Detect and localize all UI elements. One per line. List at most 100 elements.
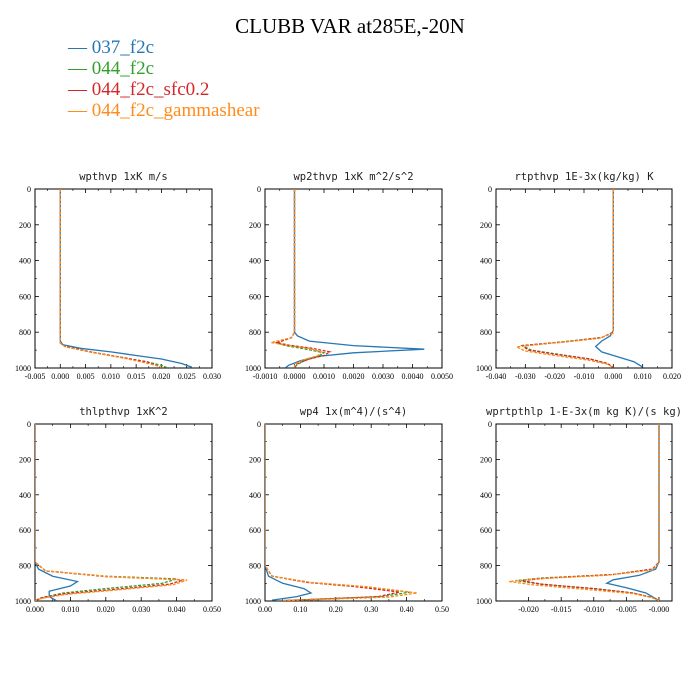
y-tick-label: 600 (480, 292, 492, 301)
legend-swatch: — (68, 37, 92, 58)
y-tick-label: 800 (480, 328, 492, 337)
y-tick-label: 1000 (476, 364, 492, 373)
x-tick-label: 0.0050 (431, 372, 453, 381)
series-line-044-f2c-sfc0-2 (521, 424, 660, 601)
x-tick-label: 0.030 (203, 372, 221, 381)
legend-entry-044-f2c: — 044_f2c (68, 58, 260, 79)
x-tick-label: 0.010 (61, 605, 79, 614)
y-tick-label: 1000 (245, 364, 261, 373)
y-tick-label: 400 (249, 257, 261, 266)
series-line-044-f2c-gammashear (59, 189, 162, 368)
x-tick-label: 0.000 (51, 372, 69, 381)
x-tick-label: 0.000 (604, 372, 622, 381)
y-tick-label: 400 (249, 491, 261, 500)
x-tick-label: 0.025 (178, 372, 196, 381)
y-tick-label: 200 (19, 221, 31, 230)
legend-label: 044_f2c (91, 58, 155, 79)
y-tick-label: 800 (249, 328, 261, 337)
plot-frame (264, 423, 443, 602)
x-tick-label: 0.015 (127, 372, 145, 381)
x-tick-label: -0.020 (544, 372, 565, 381)
x-tick-label: 0.010 (634, 372, 652, 381)
y-tick-label: 1000 (15, 364, 31, 373)
series-line-044-f2c-sfc0-2 (35, 424, 184, 601)
panel-title: thlpthvp 1xK^2 (79, 406, 168, 418)
y-tick-label: 0 (257, 185, 261, 194)
x-tick-label: 0.020 (663, 372, 681, 381)
y-tick-label: 200 (480, 221, 492, 230)
panel-title: wprtpthlp 1-E-3x(m kg K)/(s kg) (486, 406, 682, 418)
x-tick-label: 0.030 (132, 605, 150, 614)
x-tick-label: -0.040 (486, 372, 507, 381)
y-tick-label: 800 (249, 562, 261, 571)
y-tick-label: 200 (480, 455, 492, 464)
x-tick-label: -0.000 (649, 605, 670, 614)
x-tick-label: -0.015 (551, 605, 572, 614)
legend-entry-037-f2c: — 037_f2c (68, 37, 260, 58)
series-line-044-f2c-gammashear (514, 189, 614, 368)
y-tick-label: 400 (19, 491, 31, 500)
series-line-044-f2c (35, 424, 177, 601)
y-tick-label: 600 (19, 526, 31, 535)
x-tick-label: 0.000 (26, 605, 44, 614)
legend: — 037_f2c — 044_f2c — 044_f2c_sfc0.2 — 0… (68, 37, 260, 121)
x-tick-label: -0.0010 (253, 372, 278, 381)
y-tick-label: 1000 (15, 597, 31, 606)
x-tick-label: 0.0010 (313, 372, 335, 381)
panel-3: rtpthvp 1E-3x(kg/kg) K02004006008001000-… (476, 171, 681, 381)
x-tick-label: -0.010 (574, 372, 595, 381)
x-tick-label: -0.020 (518, 605, 539, 614)
series-line-044-f2c-sfc0-2 (274, 189, 332, 368)
x-tick-label: 0.0040 (402, 372, 424, 381)
y-tick-label: 600 (249, 526, 261, 535)
x-tick-label: -0.005 (616, 605, 637, 614)
y-tick-label: 400 (480, 257, 492, 266)
y-tick-label: 0 (27, 420, 31, 429)
legend-entry-044-f2c-sfc02: — 044_f2c_sfc0.2 (68, 79, 260, 100)
series-line-044-f2c (265, 424, 411, 601)
series-line-044-f2c-gammashear (508, 424, 660, 601)
series-line-037-f2c (265, 424, 313, 601)
series-line-037-f2c (59, 189, 193, 368)
panel-6: wprtpthlp 1-E-3x(m kg K)/(s kg) 0 200 400 60… (476, 406, 682, 614)
panel-title: wp2thvp 1xK m^2/s^2 (293, 171, 413, 183)
x-tick-label: 0.040 (168, 605, 186, 614)
y-tick-label: 0 (257, 420, 261, 429)
x-tick-label: 0.10 (293, 605, 307, 614)
plot-frame (495, 188, 673, 369)
series-line-037-f2c (35, 424, 80, 601)
x-tick-label: 0.30 (364, 605, 378, 614)
y-tick-label: 0 (488, 185, 492, 194)
panel-title: rtpthvp 1E-3x(kg/kg) K (514, 171, 654, 183)
y-tick-label: 1000 (476, 597, 492, 606)
x-tick-label: -0.005 (25, 372, 46, 381)
y-tick-label: 200 (249, 455, 261, 464)
y-tick-label: 800 (19, 562, 31, 571)
legend-label: 037_f2c (91, 37, 155, 58)
y-tick-label: 600 (19, 292, 31, 301)
y-tick-label: 800 (480, 562, 492, 571)
x-tick-label: 0.40 (400, 605, 414, 614)
plot-frame (34, 423, 213, 602)
y-tick-label: 200 (249, 221, 261, 230)
series-line-037-f2c (285, 189, 425, 368)
y-tick-label: 0 (27, 185, 31, 194)
series-line-044-f2c (520, 189, 614, 368)
x-tick-label: 0.0000 (284, 372, 306, 381)
series-line-044-f2c-gammashear (270, 189, 323, 368)
legend-label: 044_f2c_gammashear (91, 100, 260, 121)
series-line-044-f2c (59, 189, 167, 368)
x-tick-label: 0.50 (435, 605, 449, 614)
y-tick-label: 0 (488, 420, 492, 429)
panel-title: wpthvp 1xK m/s (79, 171, 168, 183)
series-line-044-f2c (515, 424, 660, 601)
x-tick-label: -0.010 (583, 605, 604, 614)
x-tick-label: 0.005 (77, 372, 95, 381)
y-tick-label: 800 (19, 328, 31, 337)
panel-1: wpthvp 1xK m/s 0 200 400 600 800 1000-0.005 0.0… (15, 171, 221, 381)
y-tick-label: 400 (19, 257, 31, 266)
legend-entry-044-f2c-gammashear: — 044_f2c_gammashear (68, 100, 260, 121)
